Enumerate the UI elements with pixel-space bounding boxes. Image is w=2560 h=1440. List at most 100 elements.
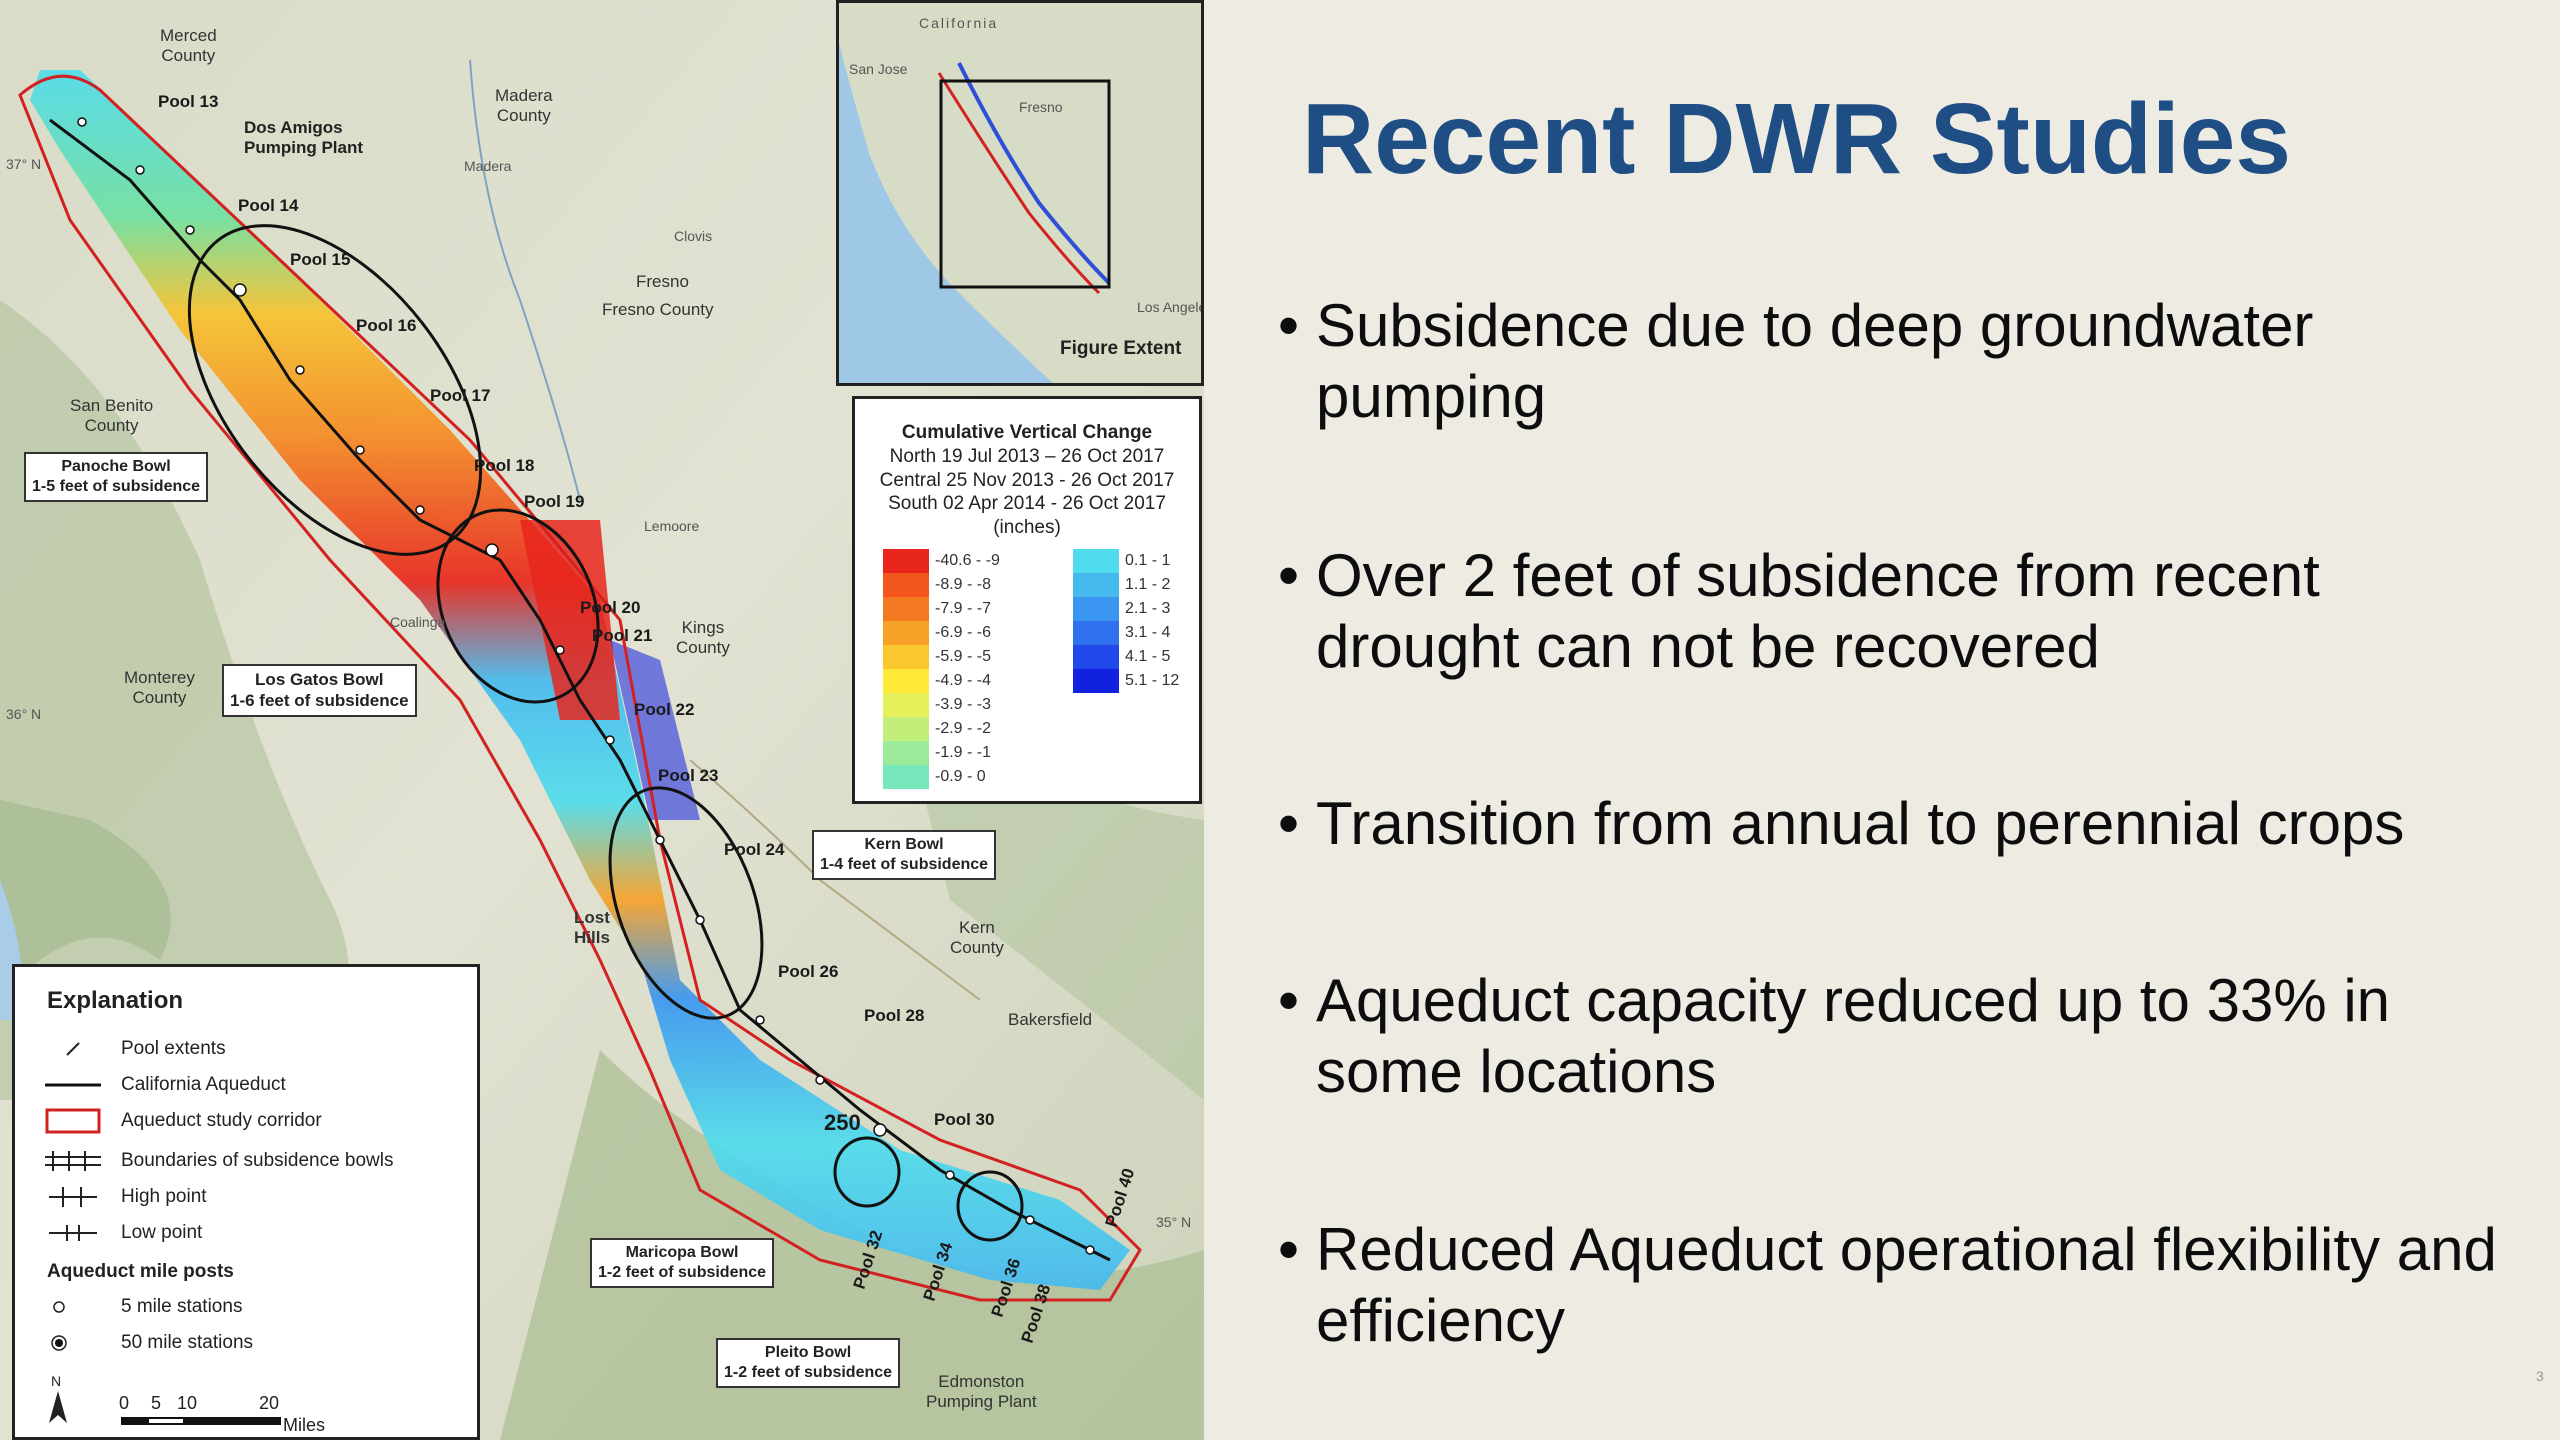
legend-swatch [883, 597, 929, 621]
bowl-boundary-symbol [45, 1149, 101, 1173]
legend-swatch [1073, 645, 1119, 669]
label-madera: Madera [464, 158, 512, 174]
scale-tick-10: 10 [177, 1393, 198, 1413]
legend-swatch-label: -6.9 - -6 [935, 624, 992, 641]
legend-title: Cumulative Vertical Change [901, 422, 1153, 443]
explanation-item-label: California Aqueduct [121, 1074, 286, 1095]
scale-tick-0: 0 [119, 1393, 130, 1413]
explanation-item-corridor: Aqueduct study corridor [45, 1108, 322, 1134]
inset-locator-map: California San Jose Fresno Los Angeles [836, 0, 1204, 386]
legend-swatch-label: -8.9 - -8 [935, 576, 992, 593]
label-pool-15: Pool 15 [290, 250, 351, 269]
bullet-dot: • [1278, 790, 1300, 857]
label-madera-county: Madera County [495, 86, 553, 125]
bullet-text: Reduced Aqueduct operational flexibility… [1316, 1216, 2497, 1354]
label-pool-18: Pool 18 [474, 456, 535, 475]
bullet-crop-transition: • Transition from annual to perennial cr… [1278, 788, 2538, 859]
vertical-change-legend: Cumulative Vertical Change North 19 Jul … [852, 396, 1202, 804]
bullet-dot: • [1278, 1216, 1300, 1283]
slide-title: Recent DWR Studies [1302, 83, 2292, 195]
high-point-symbol [45, 1185, 101, 1209]
legend-swatch [1073, 597, 1119, 621]
legend-swatch [883, 717, 929, 741]
corridor-symbol [45, 1108, 101, 1134]
bullet-capacity-reduced: • Aqueduct capacity reduced up to 33% in… [1278, 965, 2538, 1107]
label-pool-23: Pool 23 [658, 766, 719, 785]
legend-row-positive: 0.1 - 1 [1073, 549, 1170, 573]
legend-swatch [1073, 621, 1119, 645]
legend-swatch-label: -2.9 - -2 [935, 720, 992, 737]
legend-swatch [883, 741, 929, 765]
legend-swatch-label: -5.9 - -5 [935, 648, 992, 665]
explanation-item-50-mile: 50 mile stations [45, 1331, 253, 1355]
legend-swatch-label: -1.9 - -1 [935, 744, 992, 761]
north-arrow-icon [49, 1391, 67, 1423]
label-milepost-250: 250 [824, 1110, 861, 1135]
explanation-item-label: Pool extents [121, 1038, 226, 1059]
low-point-symbol [45, 1221, 101, 1245]
label-fresno-county: Fresno County [602, 300, 714, 319]
legend-swatch-label: -3.9 - -3 [935, 696, 992, 713]
label-bakersfield: Bakersfield [1008, 1010, 1093, 1029]
label-pool-16: Pool 16 [356, 316, 417, 335]
label-pool-26: Pool 26 [778, 962, 839, 981]
bullet-text: Transition from annual to perennial crop… [1316, 790, 2405, 857]
explanation-item-label: Low point [121, 1222, 203, 1243]
legend-swatch-label: 2.1 - 3 [1125, 600, 1171, 617]
explanation-item-high-point: High point [45, 1185, 207, 1209]
label-coalinga: Coalinga [390, 614, 446, 630]
label-pool-22: Pool 22 [634, 700, 695, 719]
kern-bowl-callout: Kern Bowl 1-4 feet of subsidence [812, 830, 997, 880]
inset-map-graphic [839, 3, 1201, 383]
bullet-dot: • [1278, 967, 1300, 1034]
explanation-item-label: Aqueduct study corridor [121, 1110, 322, 1131]
los-gatos-bowl-callout: Los Gatos Bowl 1-6 feet of subsidence [222, 664, 417, 717]
label-lemoore: Lemoore [644, 518, 700, 534]
legend-swatch [883, 693, 929, 717]
label-pool-28: Pool 28 [864, 1006, 925, 1025]
legend-swatch [1073, 669, 1119, 693]
panoche-bowl-callout: Panoche Bowl 1-5 feet of subsidence [24, 452, 209, 502]
label-pool-17: Pool 17 [430, 386, 491, 405]
aqueduct-line-symbol [45, 1073, 101, 1097]
explanation-item-aqueduct: California Aqueduct [45, 1073, 286, 1097]
legend-swatch-label: 4.1 - 5 [1125, 648, 1171, 665]
legend-swatch [883, 549, 929, 573]
legend-swatch [883, 621, 929, 645]
legend-swatch [1073, 549, 1119, 573]
legend-row-positive: 4.1 - 5 [1073, 645, 1170, 669]
legend-row-positive: 1.1 - 2 [1073, 573, 1170, 597]
label-kings-county: Kings County [676, 618, 730, 657]
legend-row-negative: -7.9 - -7 [883, 597, 991, 621]
legend-line-north: North 19 Jul 2013 – 26 Oct 2017 [889, 445, 1165, 467]
legend-row-negative: -2.9 - -2 [883, 717, 991, 741]
legend-row-negative: -0.9 - 0 [883, 765, 986, 789]
page-number: 3 [2536, 1368, 2544, 1384]
subsidence-map: Merced County Madera County Madera Dos A… [0, 0, 1204, 1440]
north-arrow-label: N [51, 1373, 62, 1389]
explanation-item-5-mile: 5 mile stations [45, 1295, 242, 1319]
explanation-item-label: 50 mile stations [121, 1332, 254, 1353]
scale-bar: N 0 5 10 20 Miles [49, 1373, 325, 1437]
scale-tick-5: 5 [151, 1393, 162, 1413]
legend-swatch-label: 3.1 - 4 [1125, 624, 1171, 641]
bullet-text: Over 2 feet of subsidence from recent dr… [1316, 542, 2320, 680]
explanation-title: Explanation [47, 987, 184, 1014]
scale-unit: Miles [283, 1415, 326, 1435]
label-fresno: Fresno [636, 272, 689, 291]
legend-line-south: South 02 Apr 2014 - 26 Oct 2017 [888, 493, 1166, 515]
bullet-text: Subsidence due to deep groundwater pumpi… [1316, 292, 2314, 430]
legend-row-positive: 3.1 - 4 [1073, 621, 1170, 645]
label-monterey: Monterey County [124, 668, 195, 707]
inset-label-california: California [919, 15, 999, 31]
legend-swatch [883, 573, 929, 597]
legend-swatch [883, 669, 929, 693]
explanation-item-low-point: Low point [45, 1221, 202, 1245]
legend-swatch-label: 1.1 - 2 [1125, 576, 1171, 593]
label-edmonston: Edmonston Pumping Plant [926, 1372, 1037, 1411]
explanation-item-label: Boundaries of subsidence bowls [121, 1150, 394, 1171]
vertical-change-legend-heading: Cumulative Vertical Change North 19 Jul … [855, 421, 1199, 540]
legend-swatch-label: -0.9 - 0 [935, 768, 986, 785]
legend-row-negative: -8.9 - -8 [883, 573, 991, 597]
label-pool-20: Pool 20 [580, 598, 641, 617]
